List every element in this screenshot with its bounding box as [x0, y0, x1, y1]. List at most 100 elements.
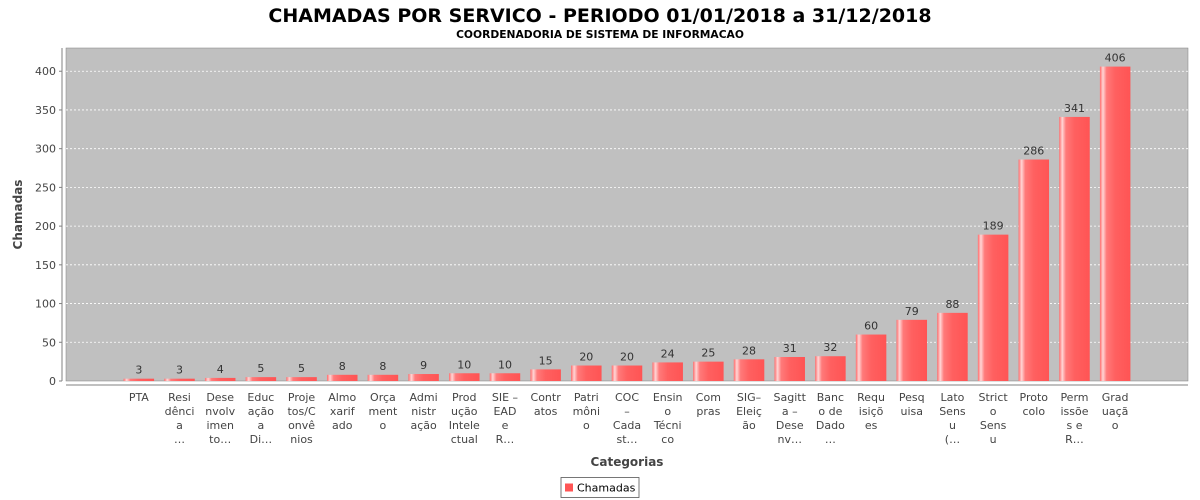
x-tick-label-line: COC [615, 391, 639, 404]
x-tick-label-line: imen [206, 419, 234, 432]
x-tick-label-line: e [502, 419, 509, 432]
bar [855, 334, 887, 381]
x-tick-label: Orça ment o [369, 391, 398, 432]
x-tick-label-line: Ensin [653, 391, 683, 404]
bars [123, 66, 1131, 382]
x-tick-label-line: o de [818, 405, 842, 418]
x-tick-label-line: Dese [776, 419, 804, 432]
x-tick-label: Admi nistr ação [410, 391, 438, 432]
y-tick-label: 300 [35, 143, 56, 156]
x-tick-label-line: Requ [857, 391, 885, 404]
bar-value-label: 8 [379, 360, 386, 373]
x-tick-label-line: ução [451, 405, 478, 418]
x-tick-label: Resi dênci a… [165, 391, 195, 446]
x-tick-label-line: ação [410, 419, 437, 432]
x-tick-label-line: st… [616, 433, 637, 446]
x-tick-label: Prod ução Intele ctual [449, 391, 480, 446]
x-tick-label-line: o [380, 419, 387, 432]
bar [652, 362, 683, 381]
chart-title: CHAMADAS POR SERVICO - PERIODO 01/01/201… [268, 5, 931, 27]
bar [774, 356, 805, 381]
x-tick-label: Grad uaçã o [1102, 391, 1129, 432]
x-tick-label: Strict o Sens u [978, 391, 1008, 446]
x-tick-label-line: dênci [165, 405, 195, 418]
x-tick-label-line: Com [696, 391, 721, 404]
legend-swatch [565, 483, 573, 492]
x-tick-label: Proje tos/C onvê nios [287, 391, 315, 446]
x-tick-label-line: Sens [939, 405, 966, 418]
x-tick-label-line: ão [742, 419, 756, 432]
legend-box [560, 477, 640, 498]
x-tick-label: Requ isiçõ es [857, 391, 885, 432]
x-tick-label: Dese nvolv imen to… [205, 391, 235, 446]
x-tick-label: SIE – EAD e R… [492, 391, 518, 446]
bar-value-label: 4 [217, 363, 224, 376]
x-tick-label-line: o [664, 405, 671, 418]
x-tick-label-line: – [624, 405, 630, 418]
x-tick-label-line: u [990, 433, 997, 446]
x-tick-label-line: ctual [451, 433, 478, 446]
bar-value-labels: 3 3 4 5 5 8 8 9 10 10 15 20 20 24 25 28 31 32607988189286… [135, 52, 1125, 377]
x-tick-label: SIG– Eleiç ão [736, 391, 762, 432]
x-tick-label: Almo xarif ado [328, 391, 356, 432]
x-tick-label-line: SIE – [492, 391, 518, 404]
bar-value-label: 25 [701, 347, 715, 360]
bar [896, 319, 928, 381]
x-tick-label-line: Dado [816, 419, 845, 432]
legend-label: Chamadas [577, 482, 636, 495]
x-tick-label: COC – Cada st… [613, 391, 641, 446]
x-tick-label-line: Eleiç [736, 405, 762, 418]
bar-value-label: 9 [420, 359, 427, 372]
bar [245, 377, 277, 381]
x-tick-label: Perm issõe s e R… [1060, 391, 1088, 446]
x-tick-label-line: Lato [940, 391, 964, 404]
y-axis-ticks: 0 50 100 150 200 250 300 350 400 [35, 65, 62, 388]
bar [1018, 159, 1050, 381]
bar [204, 377, 236, 381]
x-tick-label-line: SIG– [737, 391, 761, 404]
y-tick-label: 0 [49, 375, 56, 388]
x-tick-label-line: R… [496, 433, 515, 446]
x-tick-label-line: Di… [250, 433, 273, 446]
x-tick-label-line: R… [1065, 433, 1084, 446]
x-tick-label-line: s e [1066, 419, 1082, 432]
x-tick-label-line: a – [782, 405, 798, 418]
bar-value-label: 341 [1064, 102, 1085, 115]
x-tick-label: PTA [129, 391, 149, 404]
bar-value-label: 10 [457, 358, 471, 371]
x-tick-label-line: Patri [574, 391, 599, 404]
x-tick-label-line: nios [290, 433, 313, 446]
bar [693, 361, 724, 381]
bar-value-label: 20 [620, 351, 634, 364]
x-tick-label-line: uaçã [1102, 405, 1129, 418]
x-tick-label-line: Almo [328, 391, 356, 404]
bar-value-label: 20 [579, 351, 593, 364]
x-tick-label: Educ ação a Di… [247, 391, 274, 446]
x-tick-label-line: môni [573, 405, 600, 418]
x-tick-label-line: Proto [1020, 391, 1049, 404]
x-tick-label-line: nistr [411, 405, 436, 418]
bar [937, 312, 968, 381]
y-tick-label: 400 [35, 65, 56, 78]
x-tick-label-line: Banc [817, 391, 844, 404]
x-tick-label-line: Admi [410, 391, 438, 404]
x-axis-title: Categorias [591, 455, 664, 469]
x-tick-label-line: co [661, 433, 674, 446]
x-tick-label-line: o [1112, 419, 1119, 432]
bar [449, 373, 480, 381]
x-tick-label-line: Perm [1060, 391, 1088, 404]
x-tick-label-line: to… [209, 433, 231, 446]
bar-value-label: 286 [1023, 145, 1044, 158]
y-tick-label: 150 [35, 259, 56, 272]
x-tick-label-line: EAD [493, 405, 516, 418]
bar [326, 374, 358, 381]
bar-value-label: 3 [135, 364, 142, 377]
bar-value-label: 3 [176, 364, 183, 377]
x-tick-label: Ensin o Técni co [653, 391, 683, 446]
x-tick-label-line: Orça [370, 391, 396, 404]
x-tick-label-line: Técni [653, 419, 682, 432]
bar [489, 373, 521, 381]
bar-value-label: 8 [339, 360, 346, 373]
